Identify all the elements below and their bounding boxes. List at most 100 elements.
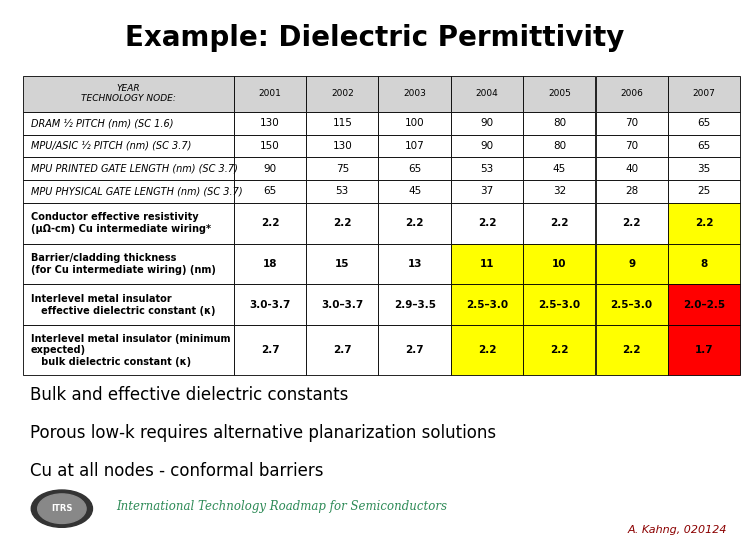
Text: Interlevel metal insulator (minimum
expected)
   bulk dielectric constant (κ): Interlevel metal insulator (minimum expe… [31, 334, 230, 367]
Bar [306, 325, 379, 375]
Bar [306, 157, 379, 180]
Bar [524, 76, 596, 112]
Text: 2007: 2007 [692, 89, 715, 98]
Text: 70: 70 [625, 141, 638, 151]
Text: 28: 28 [625, 186, 638, 197]
Text: 10: 10 [552, 259, 566, 269]
Text: 2005: 2005 [548, 89, 571, 98]
Bar [451, 202, 524, 244]
Text: 2.2: 2.2 [478, 345, 496, 355]
Text: 9: 9 [628, 259, 635, 269]
Bar [306, 202, 379, 244]
Bar [22, 180, 234, 202]
Text: 35: 35 [698, 164, 711, 174]
Circle shape [32, 490, 92, 528]
Text: YEAR
TECHNOLOGY NODE:: YEAR TECHNOLOGY NODE: [81, 84, 176, 104]
Text: 45: 45 [408, 186, 422, 197]
Text: 90: 90 [263, 164, 277, 174]
Text: 130: 130 [332, 141, 352, 151]
Text: 18: 18 [262, 259, 278, 269]
Text: 45: 45 [553, 164, 566, 174]
Text: 2.9–3.5: 2.9–3.5 [394, 300, 436, 310]
Text: 13: 13 [407, 259, 422, 269]
Bar [379, 134, 451, 157]
Text: 2.2: 2.2 [333, 218, 352, 228]
Bar [668, 112, 740, 134]
Text: 115: 115 [332, 118, 352, 129]
Text: 2006: 2006 [620, 89, 643, 98]
Bar [451, 285, 524, 325]
Text: 2002: 2002 [331, 89, 354, 98]
Bar [596, 325, 668, 375]
Text: 2004: 2004 [476, 89, 498, 98]
Text: 2.2: 2.2 [622, 218, 641, 228]
Bar [524, 202, 596, 244]
Bar [596, 285, 668, 325]
Bar [22, 202, 234, 244]
Text: Conductor effective resistivity
(μΩ-cm) Cu intermediate wiring*: Conductor effective resistivity (μΩ-cm) … [31, 212, 211, 234]
Text: 2.0–2.5: 2.0–2.5 [683, 300, 725, 310]
Bar [524, 180, 596, 202]
Text: 53: 53 [480, 164, 494, 174]
Text: 2.5–3.0: 2.5–3.0 [538, 300, 580, 310]
Text: MPU/ASIC ½ PITCH (nm) (SC 3.7): MPU/ASIC ½ PITCH (nm) (SC 3.7) [31, 141, 191, 151]
Text: 2003: 2003 [404, 89, 426, 98]
Bar [668, 325, 740, 375]
Text: Cu at all nodes - conformal barriers: Cu at all nodes - conformal barriers [30, 462, 323, 480]
Bar [234, 285, 306, 325]
Text: 2.2: 2.2 [478, 218, 496, 228]
Text: 130: 130 [260, 118, 280, 129]
Bar [234, 76, 306, 112]
Text: Interlevel metal insulator
   effective dielectric constant (κ): Interlevel metal insulator effective die… [31, 294, 215, 316]
Bar [306, 285, 379, 325]
Text: 150: 150 [260, 141, 280, 151]
Bar [524, 112, 596, 134]
Text: 40: 40 [625, 164, 638, 174]
Bar [668, 244, 740, 285]
Text: 2.2: 2.2 [622, 345, 641, 355]
Text: 2.2: 2.2 [406, 218, 424, 228]
Text: 65: 65 [698, 118, 711, 129]
Bar [234, 325, 306, 375]
Bar [524, 244, 596, 285]
Text: 25: 25 [698, 186, 711, 197]
Bar [234, 157, 306, 180]
Bar [379, 202, 451, 244]
Text: 65: 65 [408, 164, 422, 174]
Bar [451, 180, 524, 202]
Bar [668, 285, 740, 325]
Text: 53: 53 [336, 186, 349, 197]
Text: 65: 65 [263, 186, 277, 197]
Bar [668, 180, 740, 202]
Text: 107: 107 [405, 141, 424, 151]
Text: 75: 75 [336, 164, 349, 174]
Bar [451, 112, 524, 134]
Bar [306, 76, 379, 112]
Bar [22, 157, 234, 180]
Text: A. Kahng, 020124: A. Kahng, 020124 [628, 524, 728, 535]
Text: MPU PHYSICAL GATE LENGTH (nm) (SC 3.7): MPU PHYSICAL GATE LENGTH (nm) (SC 3.7) [31, 186, 242, 197]
Text: Bulk and effective dielectric constants: Bulk and effective dielectric constants [30, 386, 348, 404]
Text: 2.2: 2.2 [550, 345, 568, 355]
Bar [379, 325, 451, 375]
Bar [379, 285, 451, 325]
Bar [22, 244, 234, 285]
Bar [22, 134, 234, 157]
Bar [596, 202, 668, 244]
Bar [379, 244, 451, 285]
Text: 2.7: 2.7 [333, 345, 352, 355]
Bar [451, 244, 524, 285]
Text: Porous low-k requires alternative planarization solutions: Porous low-k requires alternative planar… [30, 424, 496, 442]
Text: International Technology Roadmap for Semiconductors: International Technology Roadmap for Sem… [116, 500, 447, 513]
Bar [524, 285, 596, 325]
Bar [379, 112, 451, 134]
Bar [22, 285, 234, 325]
Bar [596, 134, 668, 157]
Bar [306, 180, 379, 202]
Bar [234, 180, 306, 202]
Text: Example: Dielectric Permittivity: Example: Dielectric Permittivity [125, 24, 625, 52]
Bar [22, 112, 234, 134]
Text: 90: 90 [481, 118, 494, 129]
Bar [596, 157, 668, 180]
Bar [668, 157, 740, 180]
